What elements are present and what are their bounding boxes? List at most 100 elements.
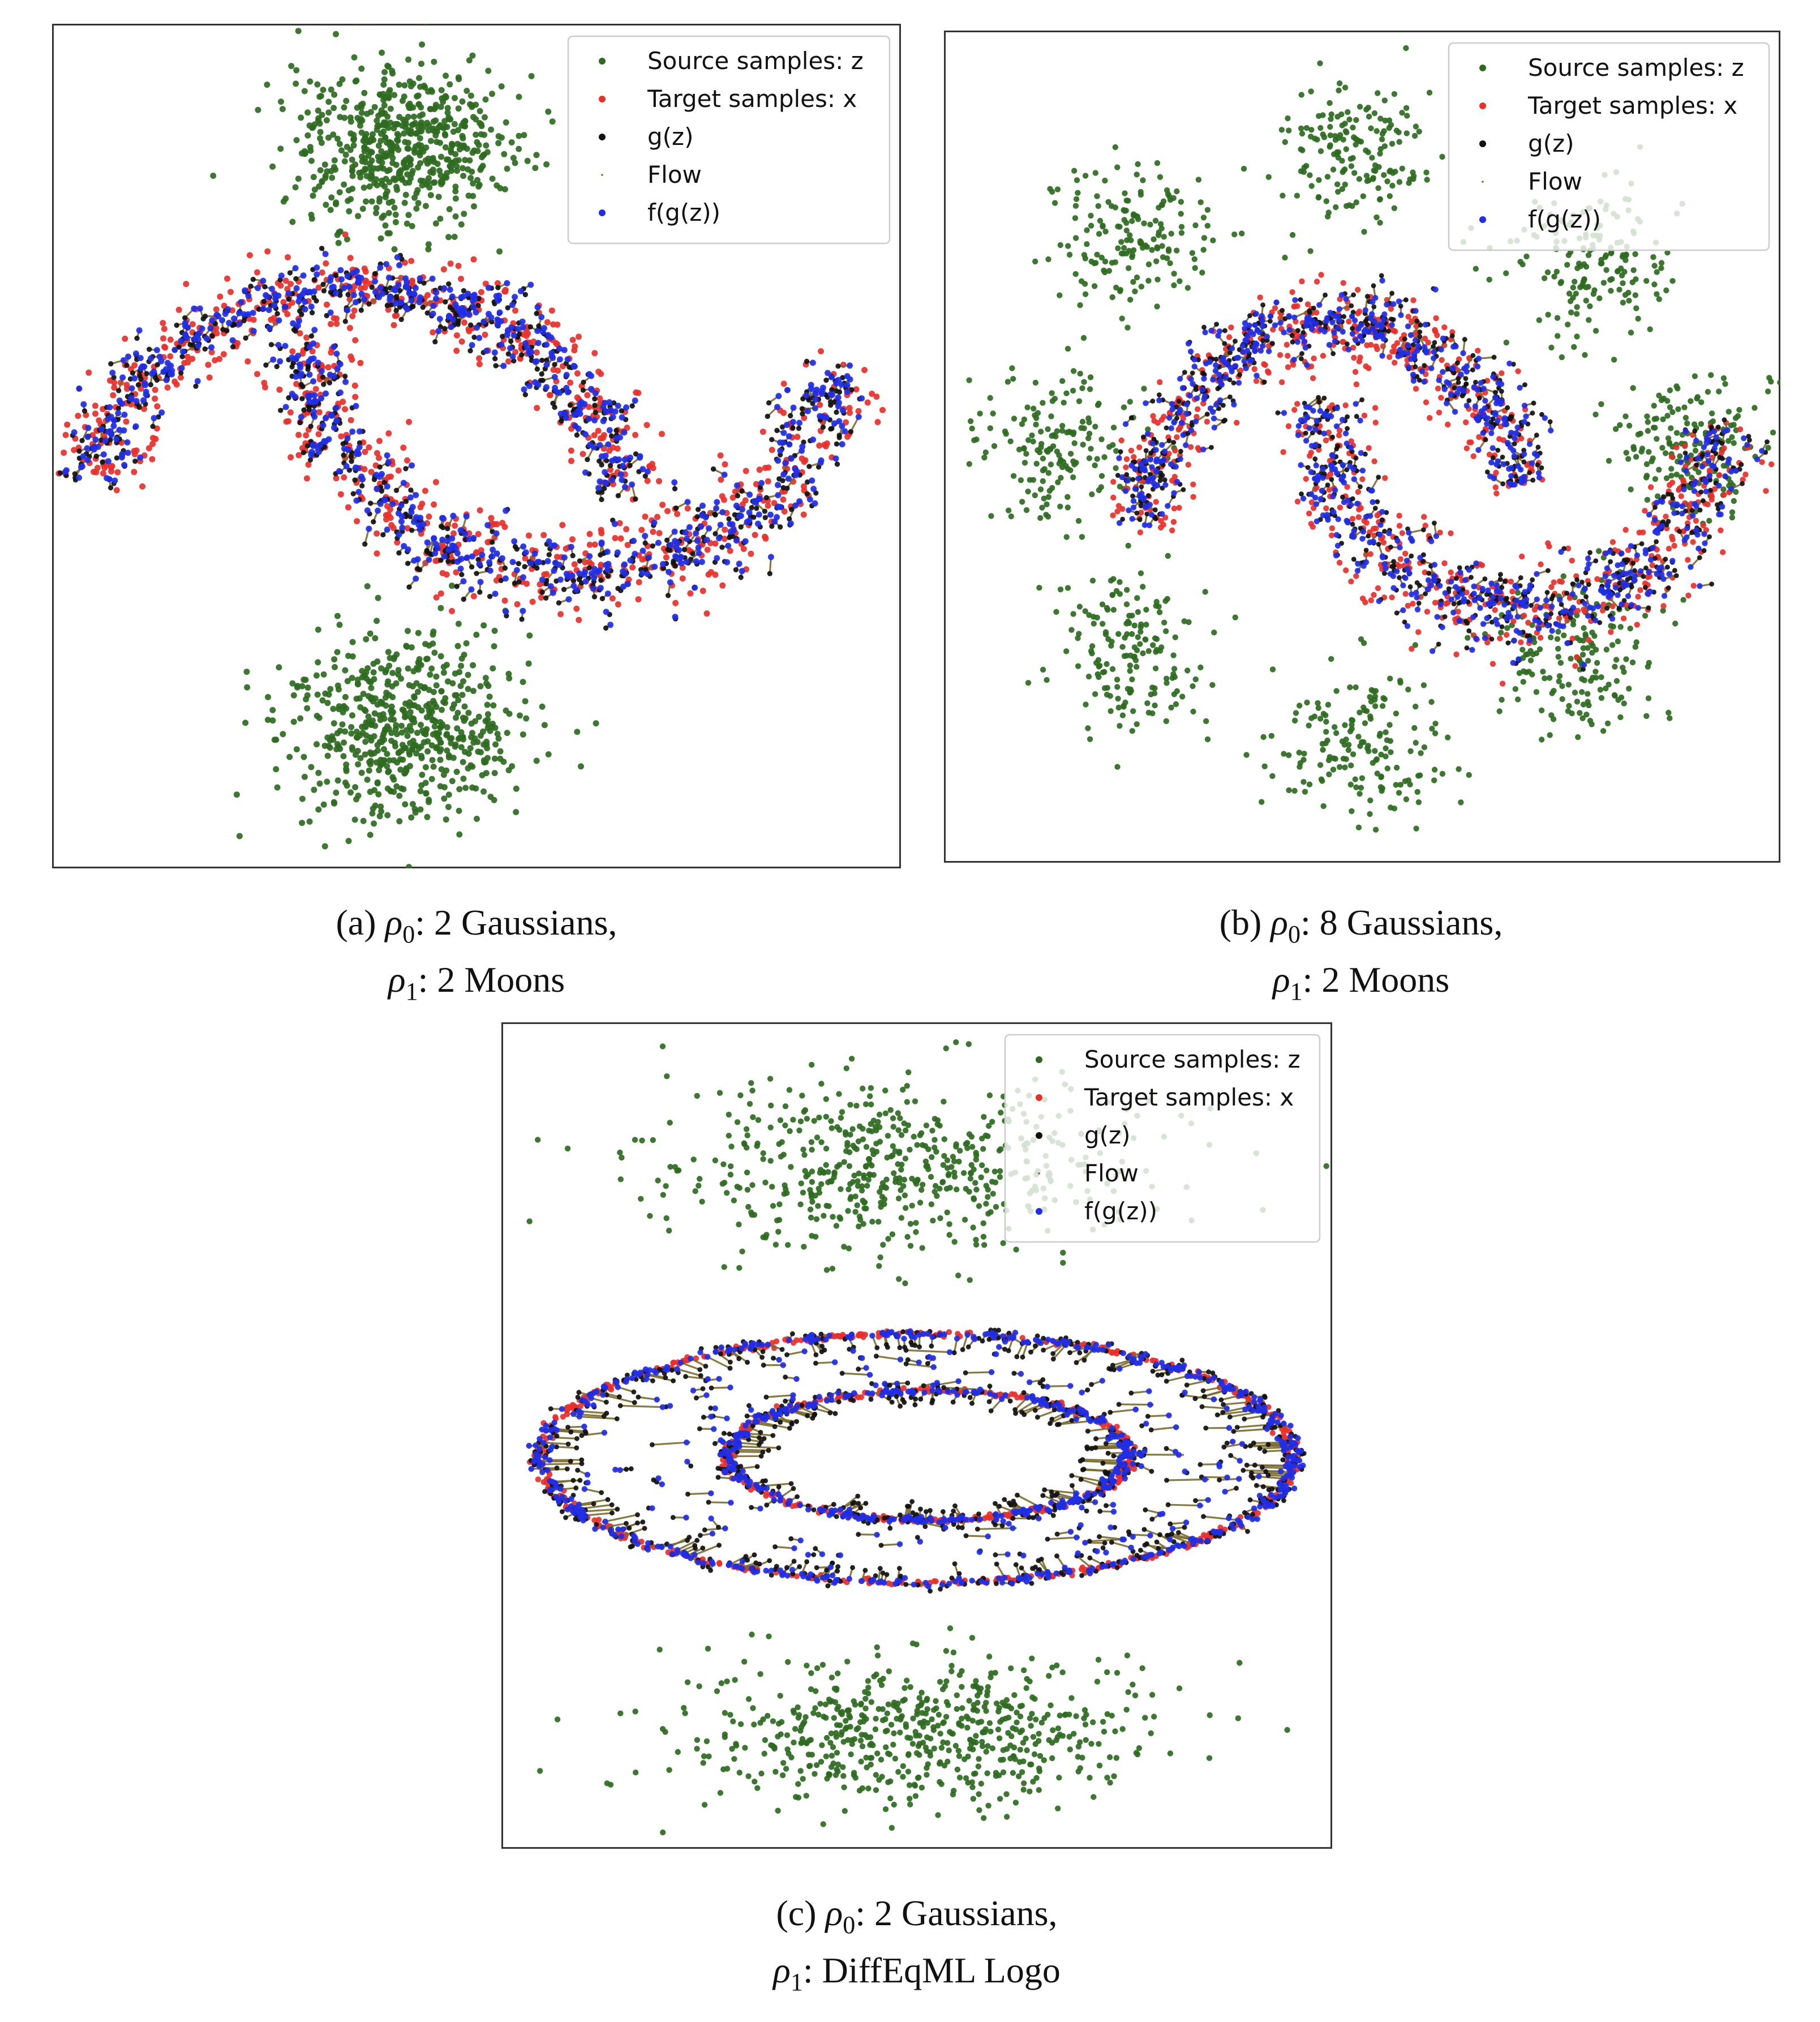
source-point (1025, 489, 1031, 495)
source-point (1375, 90, 1381, 96)
source-point (475, 142, 482, 148)
fgz-point (621, 456, 628, 463)
fgz-point (462, 530, 469, 537)
gz-point (522, 292, 529, 298)
fgz-point (222, 311, 229, 317)
target-point (765, 464, 772, 471)
source-point (320, 801, 327, 808)
source-point (419, 772, 426, 778)
gz-point (642, 473, 648, 479)
fgz-point (487, 567, 493, 574)
source-point (1009, 365, 1015, 371)
fgz-point (327, 309, 334, 316)
target-point (390, 322, 397, 328)
source-point (280, 731, 286, 738)
source-point (450, 755, 457, 761)
gz-point (544, 357, 550, 363)
source-point (330, 705, 337, 712)
fgz-point (390, 286, 397, 293)
target-point (704, 546, 711, 553)
fgz-point (594, 569, 600, 576)
source-point (1079, 534, 1085, 540)
source-point (1113, 465, 1119, 472)
gz-point (599, 596, 606, 602)
source-point (381, 716, 388, 722)
a-legend-marker-4 (599, 209, 606, 216)
fgz-point (809, 477, 815, 484)
source-point (1416, 128, 1422, 135)
gz-point (516, 561, 522, 567)
source-point (301, 88, 308, 95)
fgz-point (113, 436, 120, 443)
source-point (340, 709, 346, 716)
a-legend-marker-2 (599, 134, 606, 140)
source-point (1204, 222, 1211, 229)
fgz-point (844, 388, 851, 395)
fgz-point (132, 423, 139, 430)
source-point (314, 713, 320, 719)
gz-point (76, 448, 82, 454)
target-point (569, 337, 576, 343)
source-point (336, 189, 343, 196)
gz-point (512, 580, 518, 586)
fgz-point (454, 558, 461, 565)
source-point (1278, 127, 1285, 133)
target-point (342, 231, 349, 238)
source-point (1040, 467, 1046, 474)
gz-point (836, 389, 843, 395)
source-point (465, 709, 472, 716)
source-point (1576, 260, 1582, 267)
gz-point (664, 537, 670, 543)
gz-point (650, 543, 655, 549)
target-point (780, 496, 787, 503)
source-point (1079, 418, 1086, 425)
gz-point (406, 584, 412, 590)
source-point (346, 208, 353, 215)
source-point (1357, 104, 1363, 110)
gz-point (132, 459, 138, 464)
target-point (164, 384, 171, 391)
target-point (453, 348, 460, 354)
source-point (414, 688, 421, 695)
gz-point (642, 540, 648, 546)
fgz-point (291, 393, 298, 400)
gz-point (108, 485, 114, 491)
target-point (478, 547, 484, 554)
source-point (304, 109, 311, 116)
target-point (477, 507, 483, 513)
gz-point (527, 324, 533, 330)
gz-point (767, 571, 772, 576)
source-point (1168, 230, 1174, 237)
source-point (389, 774, 396, 781)
source-point (354, 748, 361, 754)
source-point (349, 156, 355, 163)
source-point (347, 130, 354, 137)
a-legend-label-1: Target samples: x (647, 85, 857, 113)
gz-point (445, 526, 450, 532)
fgz-point (755, 520, 761, 527)
fgz-point (115, 410, 122, 417)
source-point (1094, 456, 1100, 462)
fgz-point (195, 342, 201, 349)
source-point (453, 769, 460, 775)
fgz-point (141, 380, 148, 387)
gz-point (305, 366, 311, 372)
target-point (853, 386, 860, 393)
gz-point (274, 311, 280, 316)
source-point (325, 98, 332, 105)
gz-point (371, 477, 377, 482)
target-point (799, 455, 805, 462)
fgz-point (372, 278, 379, 285)
source-point (410, 121, 417, 128)
source-point (516, 145, 522, 152)
source-point (1282, 139, 1288, 145)
target-point (612, 535, 619, 542)
target-point (488, 515, 495, 521)
target-point (800, 483, 807, 490)
source-point (1130, 279, 1136, 285)
source-point (458, 221, 465, 228)
fgz-point (323, 390, 329, 397)
source-point (363, 198, 369, 205)
fgz-point (413, 575, 419, 582)
fgz-point (398, 502, 405, 509)
